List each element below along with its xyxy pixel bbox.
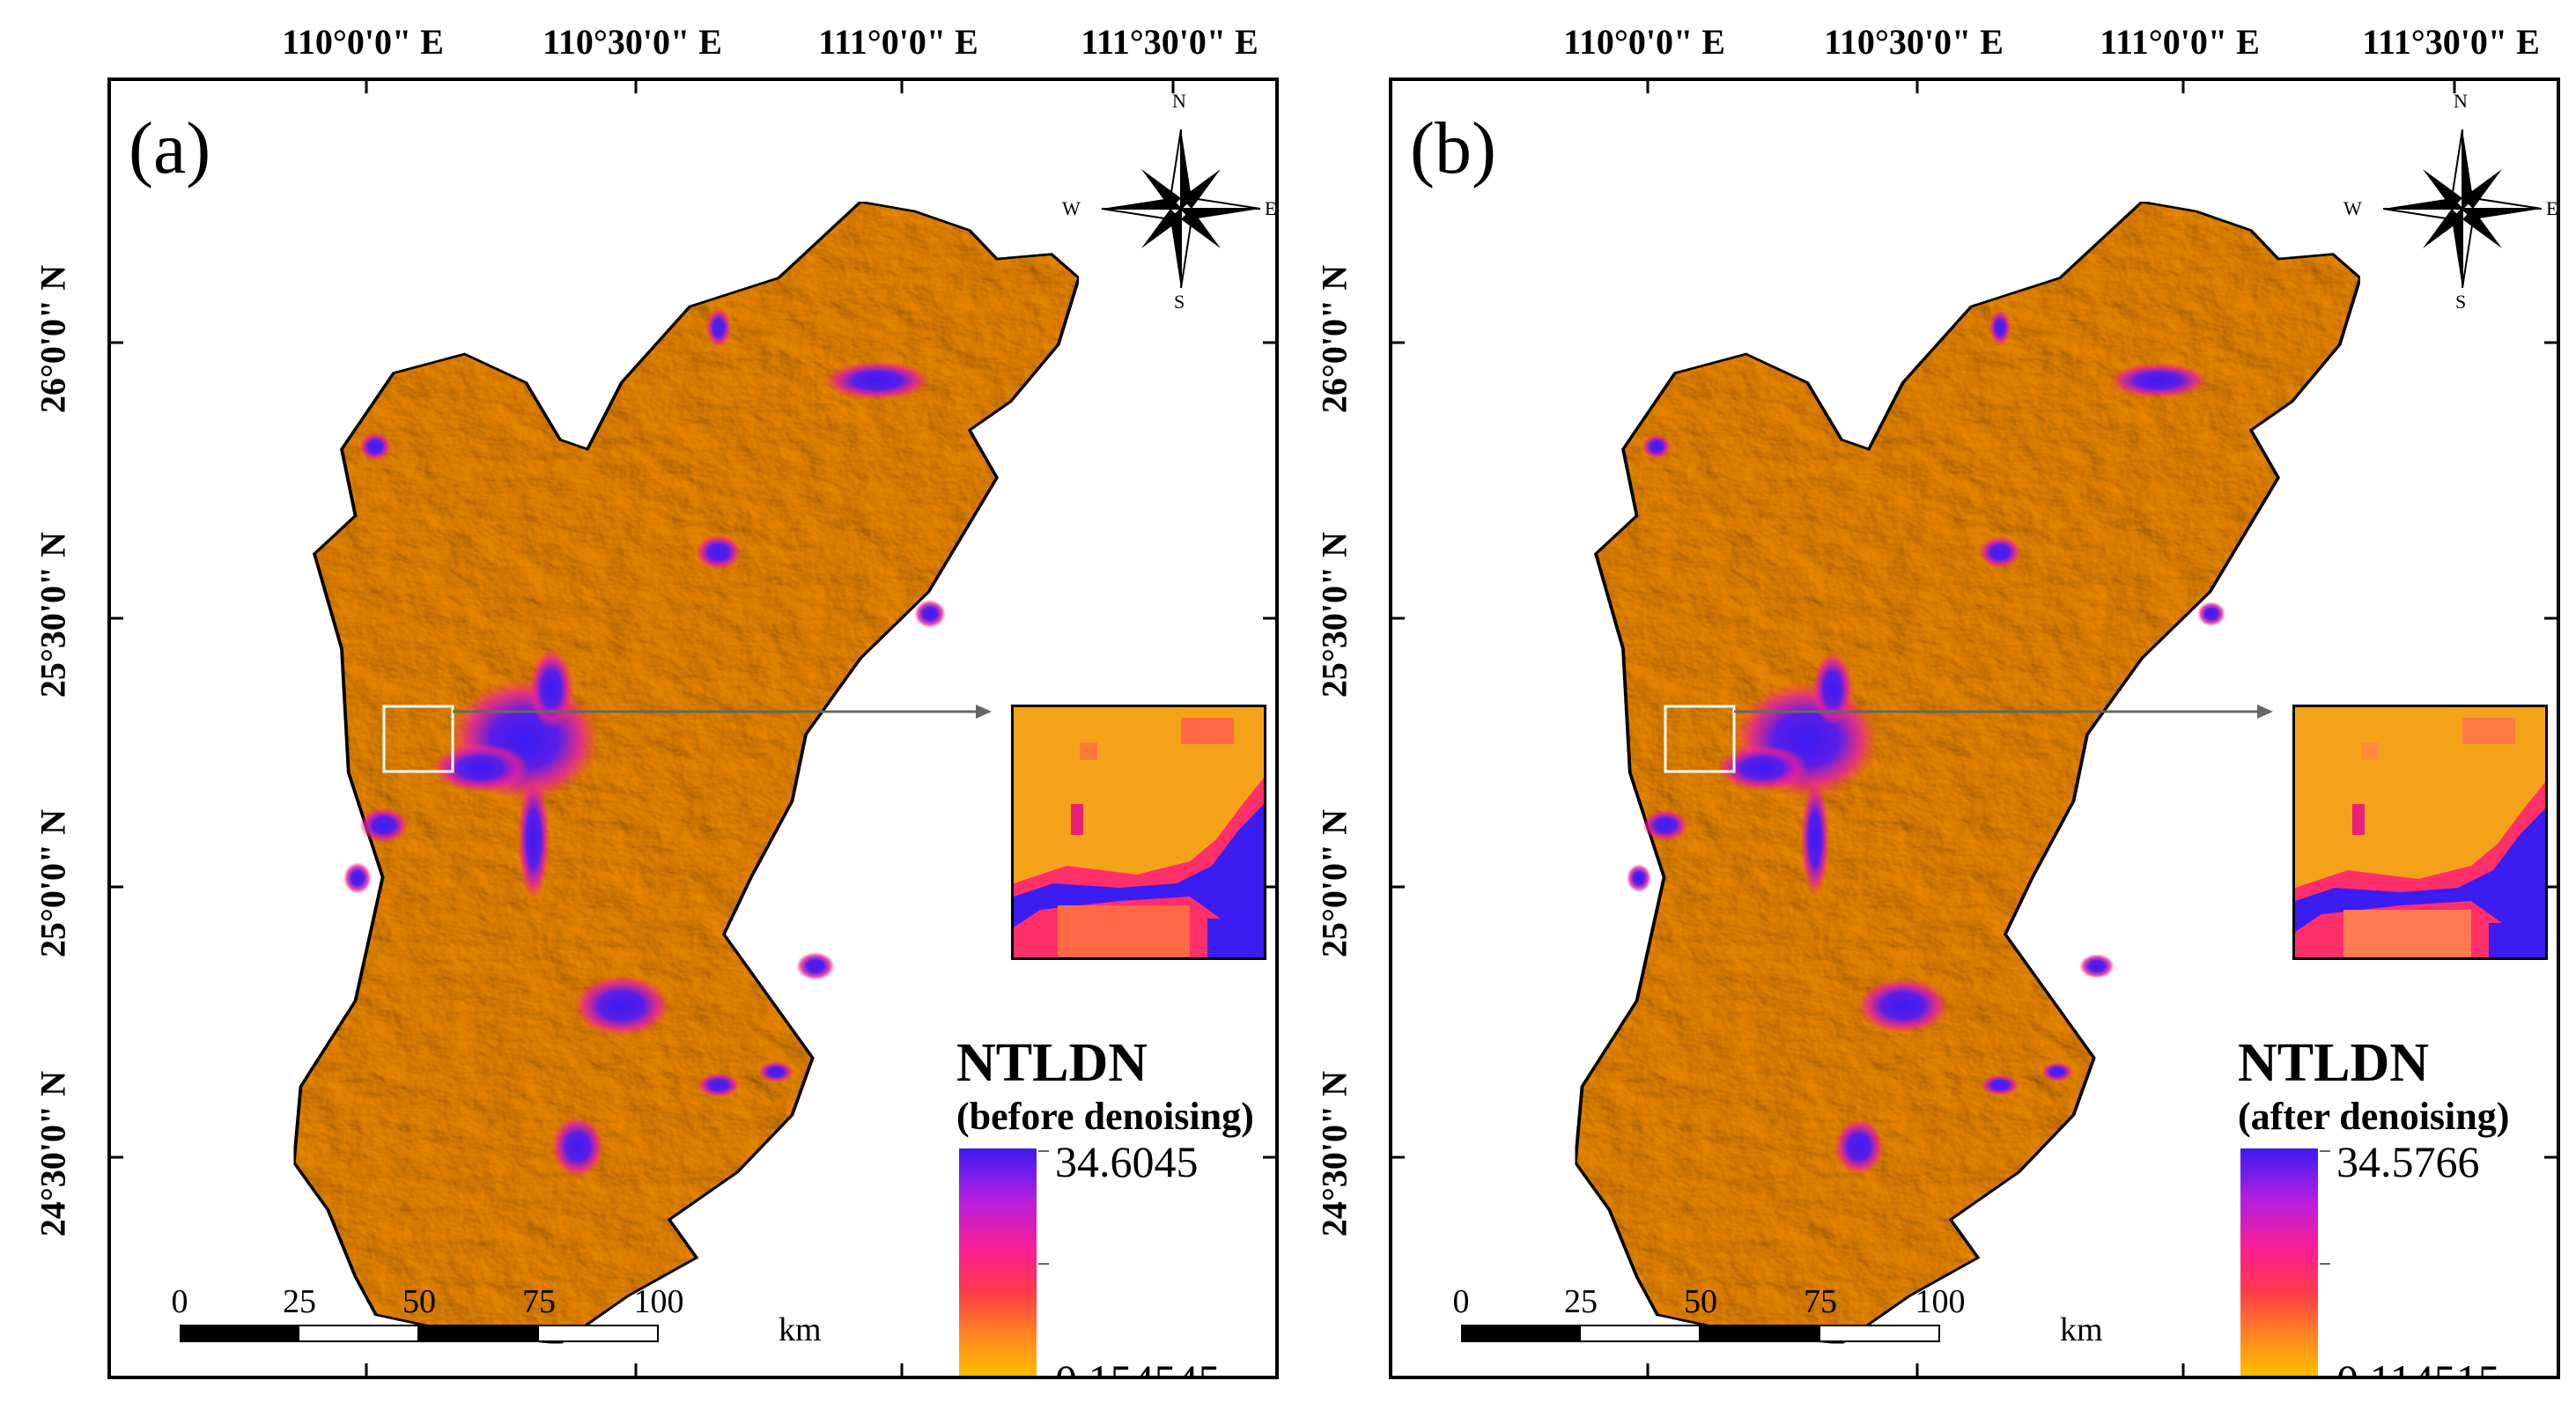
latitude-label: 25°30'0" N [1314, 531, 1354, 698]
latitude-label: 26°0'0" N [1314, 264, 1354, 414]
compass-rose-icon [1101, 129, 1261, 289]
compass-west-label: W [1062, 197, 1081, 219]
map-panel-b: 110°0'0" E 110°30'0" E 111°0'0" E 111°30… [1281, 0, 2563, 1403]
scale-bar-segment [1699, 1325, 1820, 1342]
longitude-label: 111°30'0" E [1081, 22, 1258, 62]
scale-bar-segment [1819, 1325, 1940, 1342]
longitude-label: 110°30'0" E [1824, 22, 2004, 62]
longitude-label: 110°30'0" E [543, 22, 722, 62]
legend-subtitle: (after denoising) [2238, 1095, 2510, 1138]
compass-south-label: S [2455, 291, 2467, 313]
scale-bar-segment [1461, 1325, 1581, 1342]
latitude-label: 25°30'0" N [33, 531, 73, 698]
longitude-label: 110°0'0" E [282, 22, 444, 62]
map-frame: (a) [107, 78, 1279, 1379]
latitude-label: 26°0'0" N [33, 264, 73, 414]
zoom-inset [1011, 705, 1266, 960]
panel-label: (b) [1410, 107, 1496, 189]
panel-label: (a) [129, 107, 211, 189]
map-canvas [1392, 81, 2557, 1376]
legend-title: NTLDN [2238, 1033, 2430, 1093]
color-ramp [2240, 1148, 2318, 1376]
legend-title: NTLDN [956, 1033, 1148, 1093]
scale-bar-segment [417, 1325, 539, 1342]
longitude-label: 111°0'0" E [2100, 22, 2260, 62]
legend-max-value: 34.6045 [1055, 1137, 1199, 1186]
scale-bar-segment [298, 1325, 419, 1342]
compass-north-label: N [2454, 90, 2468, 112]
scale-bar-segment [537, 1325, 659, 1342]
scale-bar-unit: km [779, 1311, 822, 1348]
map-canvas [111, 81, 1275, 1376]
zoom-inset [2292, 705, 2548, 960]
map-frame: (b) [1389, 78, 2560, 1379]
latitude-label: 25°0'0" N [33, 809, 73, 958]
scale-bar-unit: km [2060, 1311, 2103, 1348]
legend-min-value: 0.154545 [1055, 1355, 1221, 1376]
map-panel-a: 110°0'0" E 110°30'0" E 111°0'0" E 111°30… [0, 0, 1281, 1403]
compass-south-label: S [1174, 291, 1185, 313]
legend-subtitle: (before denoising) [956, 1095, 1254, 1138]
longitude-label: 111°30'0" E [2362, 22, 2540, 62]
latitude-label: 25°0'0" N [1314, 809, 1354, 958]
compass-north-label: N [1172, 90, 1186, 112]
latitude-label: 24°30'0" N [1314, 1070, 1354, 1237]
scale-bar-segment [1579, 1325, 1701, 1342]
longitude-label: 110°0'0" E [1563, 22, 1725, 62]
legend-max-value: 34.5766 [2336, 1137, 2480, 1186]
longitude-label: 111°0'0" E [818, 22, 978, 62]
legend-min-value: 0.114515 [2336, 1355, 2500, 1376]
latitude-label: 24°30'0" N [33, 1070, 73, 1237]
compass-east-label: E [2546, 197, 2558, 219]
compass-west-label: W [2343, 197, 2362, 219]
color-ramp [959, 1148, 1037, 1376]
scale-bar-segment [180, 1325, 299, 1342]
urban-lights [343, 308, 946, 1178]
compass-east-label: E [1265, 197, 1277, 219]
compass-rose-icon [2382, 129, 2543, 289]
